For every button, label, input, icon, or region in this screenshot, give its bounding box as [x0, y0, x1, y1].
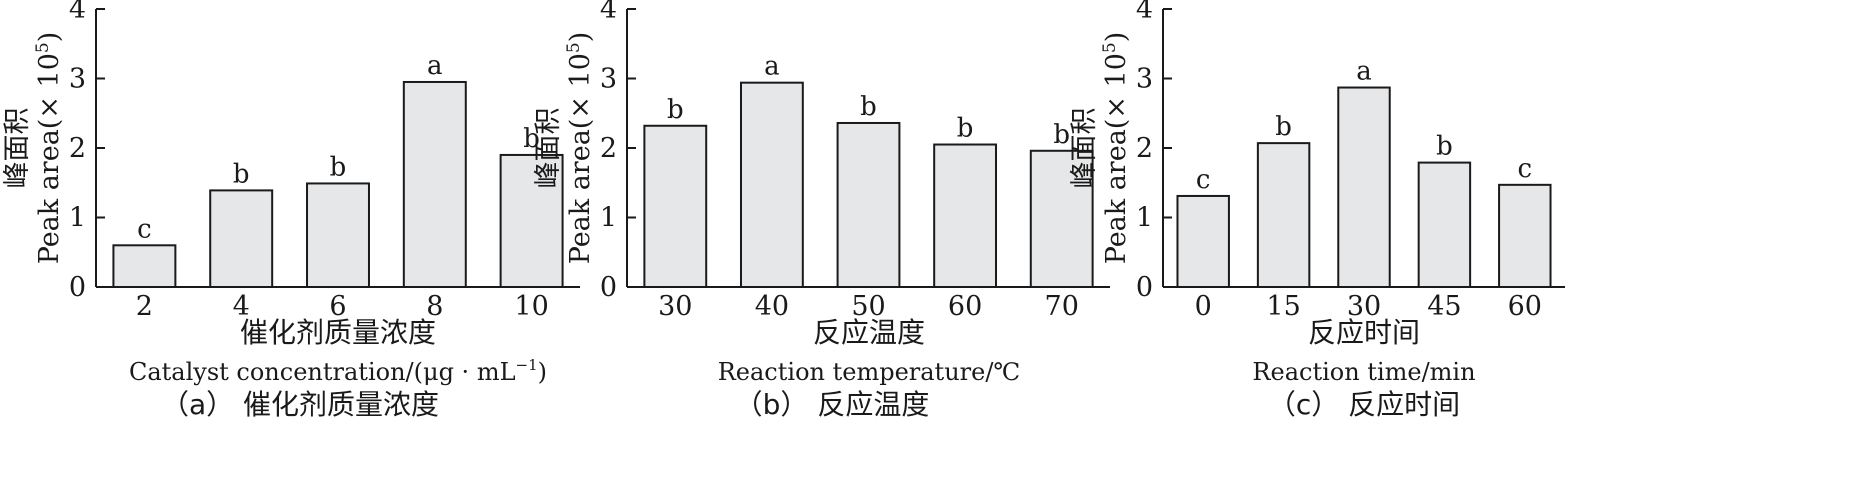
bar-significance-label: b: [957, 114, 974, 144]
bar-significance-label: c: [137, 214, 152, 244]
x-tick-label: 2: [136, 291, 153, 322]
y-axis-label-en-main: Peak area(× 10: [1101, 53, 1132, 264]
y-tick-label: 0: [69, 272, 86, 303]
x-ticks: 0 15 30 45 60: [1195, 279, 1542, 322]
x-axis-label-en-close: ): [538, 358, 547, 386]
bar: [499, 153, 564, 288]
y-tick-label: 1: [1136, 203, 1153, 234]
x-tick-label: 6: [329, 291, 346, 322]
bar: [933, 143, 998, 288]
bar-significance-label: b: [1436, 132, 1453, 162]
x-tick-label: 15: [1266, 291, 1300, 322]
y-tick-label: 1: [69, 203, 86, 234]
x-tick-label: 45: [1427, 291, 1461, 322]
y-tick-label: 3: [600, 64, 617, 95]
bar-significance-label: b: [667, 95, 684, 125]
bars: c b b a b: [112, 51, 564, 289]
panel-b: 0 1 2 3 4 30 40 50 60 70 b a b b b 峰面积 Peak area(× 1…: [533, 0, 1110, 421]
bar-significance-label: a: [427, 51, 443, 81]
y-ticks: 0 1 2 3 4: [600, 0, 636, 303]
y-axis-label-exponent: 5: [33, 42, 53, 53]
y-axis-label-close: ): [34, 32, 65, 43]
y-tick-label: 4: [69, 0, 86, 25]
y-axis-label-en: Peak area(× 105): [564, 32, 596, 265]
bar: [112, 244, 177, 289]
x-axis-label-cn: 催化剂质量浓度: [240, 316, 436, 349]
x-axis-label-en: Reaction time/min: [1252, 358, 1475, 386]
x-axis-label-en: Reaction temperature/℃: [718, 358, 1021, 386]
x-tick-label: 70: [1045, 291, 1079, 322]
bar: [1176, 194, 1230, 288]
x-axis-label-en: Catalyst concentration/(μg · mL−1): [129, 356, 547, 386]
bar: [402, 80, 467, 288]
x-axis-label-en-main: Catalyst concentration/(μg · mL: [129, 358, 516, 386]
x-tick-label: 60: [1508, 291, 1542, 322]
x-tick-label: 30: [1347, 291, 1381, 322]
bar: [836, 121, 901, 289]
bar-significance-label: a: [764, 52, 780, 82]
y-tick-label: 2: [600, 133, 617, 164]
y-tick-label: 3: [1136, 64, 1153, 95]
y-axis-label-en: Peak area(× 105): [33, 32, 65, 265]
bar-significance-label: b: [233, 159, 250, 189]
bar-significance-label: b: [330, 152, 347, 182]
x-tick-label: 50: [851, 291, 885, 322]
bar: [1417, 161, 1472, 288]
y-tick-label: 2: [69, 133, 86, 164]
x-tick-label: 30: [658, 291, 692, 322]
y-tick-label: 3: [69, 64, 86, 95]
y-tick-label: 4: [1136, 0, 1153, 25]
y-axis-label-en: Peak area(× 105): [1100, 32, 1132, 265]
x-tick-label: 60: [948, 291, 982, 322]
y-axis-label-cn: 峰面积: [2, 108, 33, 189]
y-axis-label-exponent: 5: [1100, 42, 1120, 53]
x-tick-label: 10: [514, 291, 548, 322]
bar-significance-label: c: [1196, 165, 1211, 195]
bar: [739, 81, 804, 288]
bar-significance-label: c: [1518, 154, 1533, 184]
panel-caption: （a） 催化剂质量浓度: [161, 388, 439, 421]
y-ticks: 0 1 2 3 4: [1136, 0, 1172, 303]
x-axis-label-en-exponent: −1: [516, 356, 538, 374]
bars: b a b b b: [643, 52, 1094, 289]
bar-significance-label: b: [523, 124, 540, 154]
x-tick-label: 4: [233, 291, 250, 322]
y-tick-label: 0: [600, 272, 617, 303]
bar: [209, 189, 274, 289]
y-axis-label-cn: 峰面积: [533, 108, 564, 189]
bar: [306, 182, 370, 289]
y-tick-label: 2: [1136, 133, 1153, 164]
bar: [643, 124, 708, 289]
bar: [1029, 149, 1094, 288]
bars: c b a b c: [1176, 57, 1552, 289]
bar: [1498, 183, 1552, 289]
y-tick-label: 1: [600, 203, 617, 234]
y-axis-label-close: ): [565, 32, 596, 43]
bar: [1337, 86, 1391, 288]
bar-significance-label: b: [860, 92, 877, 122]
bar-significance-label: b: [1053, 120, 1070, 150]
y-axis-label-en-main: Peak area(× 10: [565, 53, 596, 264]
x-tick-label: 8: [426, 291, 443, 322]
y-axis-label-cn: 峰面积: [1069, 108, 1100, 189]
bar-significance-label: a: [1356, 57, 1372, 87]
y-tick-label: 0: [1136, 272, 1153, 303]
bar-significance-label: b: [1275, 112, 1292, 142]
panel-c: 0 1 2 3 4 0 15 30 45 60 c b a b c 峰面积 Peak area(× 10…: [1069, 0, 1565, 421]
x-tick-label: 40: [755, 291, 789, 322]
x-axis-label-cn: 反应时间: [1308, 316, 1420, 349]
bar: [1256, 142, 1311, 288]
y-ticks: 0 1 2 3 4: [69, 0, 105, 303]
y-tick-label: 4: [600, 0, 617, 25]
panel-caption: （c） 反应时间: [1268, 388, 1460, 421]
y-axis-label-en-main: Peak area(× 10: [34, 53, 65, 264]
y-axis-label-exponent: 5: [564, 42, 584, 53]
x-tick-label: 0: [1195, 291, 1212, 322]
panel-caption: （b） 反应温度: [735, 388, 930, 421]
y-axis-label-close: ): [1101, 32, 1132, 43]
x-axis-label-cn: 反应温度: [813, 316, 925, 349]
